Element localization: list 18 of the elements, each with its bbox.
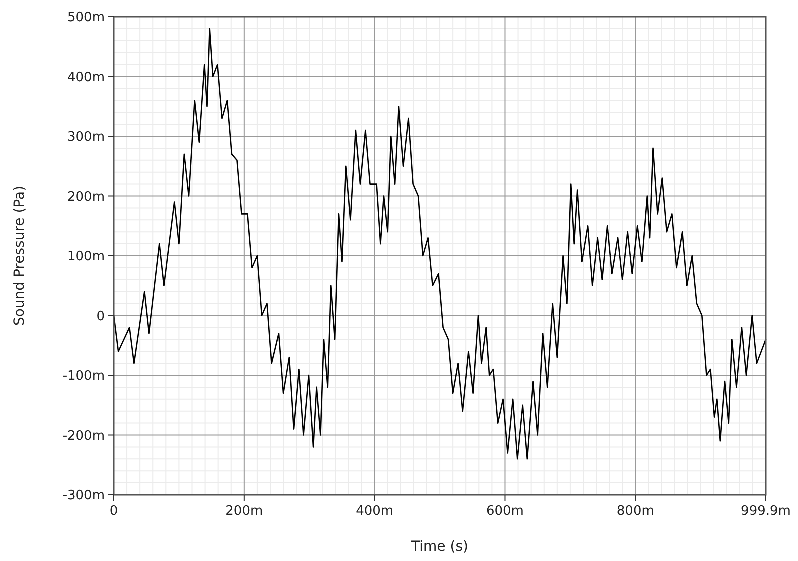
x-tick-label: 800m xyxy=(616,504,654,519)
line-series xyxy=(113,28,767,460)
y-tick-label: 0 xyxy=(96,309,105,324)
x-axis-title: Time (s) xyxy=(410,539,468,555)
y-tick-label: 200m xyxy=(68,190,105,205)
y-tick-label: 400m xyxy=(68,70,105,86)
x-tick-label: 999.9m xyxy=(741,504,791,519)
y-tick-label: -200m xyxy=(62,428,105,444)
y-tick-label: 300m xyxy=(68,130,105,145)
y-tick-label: 500m xyxy=(68,10,105,26)
y-axis-title: Sound Pressure (Pa) xyxy=(12,186,28,326)
x-tick-label: 200m xyxy=(226,504,264,519)
y-tick-label: 100m xyxy=(68,250,105,264)
x-tick-label: 400m xyxy=(356,504,394,519)
y-tick-label: -300m xyxy=(62,488,105,504)
y-tick-label: -100m xyxy=(62,369,105,384)
x-tick-label: 0 xyxy=(110,504,118,519)
x-tick-label: 600m xyxy=(486,504,524,519)
